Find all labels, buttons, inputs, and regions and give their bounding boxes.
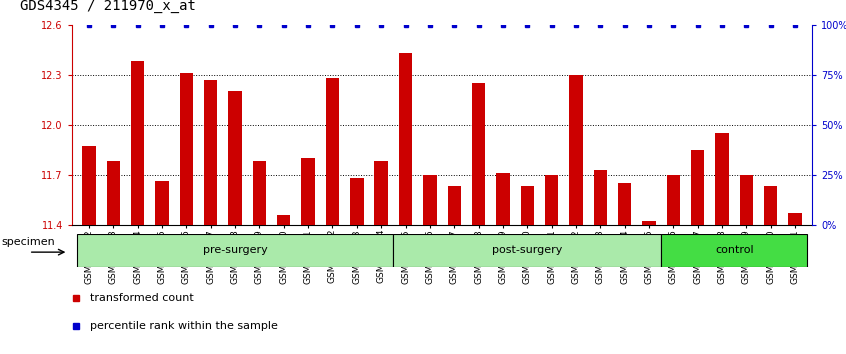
- Text: post-surgery: post-surgery: [492, 245, 563, 256]
- Bar: [204, 80, 217, 225]
- Bar: [569, 75, 583, 225]
- Bar: [107, 161, 120, 225]
- Bar: [398, 53, 412, 225]
- Bar: [716, 133, 728, 225]
- Bar: [375, 161, 387, 225]
- Bar: [156, 182, 168, 225]
- Bar: [277, 215, 290, 225]
- Bar: [618, 183, 631, 225]
- Bar: [520, 187, 534, 225]
- Bar: [662, 234, 807, 267]
- Bar: [594, 170, 607, 225]
- Bar: [228, 91, 242, 225]
- Bar: [739, 175, 753, 225]
- Bar: [667, 175, 680, 225]
- Bar: [448, 187, 461, 225]
- Text: pre-surgery: pre-surgery: [203, 245, 267, 256]
- Text: transformed count: transformed count: [91, 292, 195, 303]
- Text: GDS4345 / 211970_x_at: GDS4345 / 211970_x_at: [20, 0, 196, 13]
- Bar: [326, 78, 339, 225]
- Bar: [253, 161, 266, 225]
- Bar: [497, 173, 509, 225]
- Bar: [545, 175, 558, 225]
- Bar: [788, 213, 802, 225]
- Bar: [77, 234, 393, 267]
- Text: percentile rank within the sample: percentile rank within the sample: [91, 320, 278, 331]
- Bar: [423, 175, 437, 225]
- Bar: [642, 222, 656, 225]
- Bar: [179, 73, 193, 225]
- Bar: [691, 150, 705, 225]
- Text: control: control: [715, 245, 754, 256]
- Bar: [350, 178, 364, 225]
- Bar: [131, 62, 145, 225]
- Bar: [393, 234, 662, 267]
- Text: specimen: specimen: [2, 237, 55, 247]
- Bar: [301, 158, 315, 225]
- Bar: [82, 147, 96, 225]
- Bar: [764, 187, 777, 225]
- Bar: [472, 83, 486, 225]
